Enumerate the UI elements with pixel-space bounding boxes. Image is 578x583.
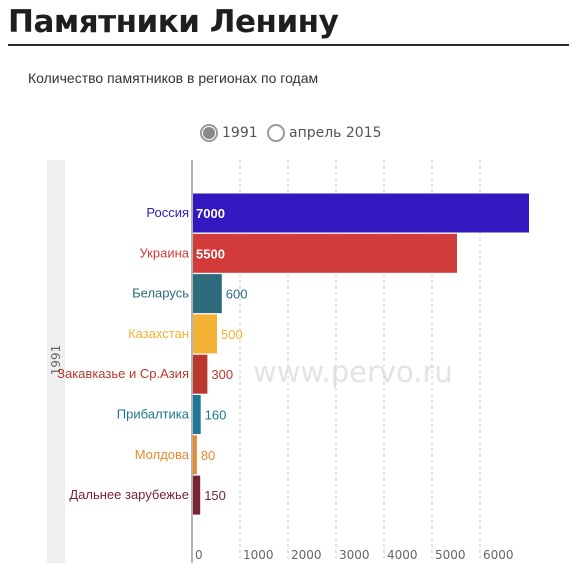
bar [193, 274, 222, 314]
category-label: Дальнее зарубежье [69, 487, 189, 502]
bar [193, 435, 197, 475]
bar-value-label: 600 [226, 287, 248, 302]
bar [193, 354, 208, 394]
bar [193, 395, 201, 434]
category-label: Закавказье и Ср.Азия [57, 366, 189, 381]
bar-value-label: 80 [201, 448, 215, 463]
x-tick-label: 4000 [387, 548, 418, 562]
title-divider [8, 44, 569, 46]
year-option-1991[interactable]: 1991 [200, 124, 258, 142]
x-tick-label: 3000 [339, 548, 370, 562]
bar [193, 475, 201, 515]
year-option-label: апрель 2015 [289, 125, 382, 141]
bar-value-label: 300 [211, 367, 233, 382]
bar-value-label: 500 [221, 327, 243, 342]
category-label: Молдова [135, 447, 190, 462]
bar-value-label: 150 [204, 488, 226, 503]
watermark: www.pervo.ru [253, 355, 453, 389]
page-title: Памятники Ленину [8, 4, 339, 40]
x-tick-label: 0 [195, 548, 203, 562]
category-label: Прибалтика [117, 407, 190, 422]
year-panel-band [47, 160, 65, 563]
bar-value-label: 7000 [196, 206, 225, 221]
x-tick-label: 6000 [483, 548, 514, 562]
year-option-2015[interactable]: апрель 2015 [267, 124, 382, 142]
year-option-label: 1991 [222, 125, 258, 141]
x-tick-label: 5000 [435, 548, 466, 562]
bar-value-label: 5500 [196, 246, 225, 261]
category-label: Казахстан [128, 326, 189, 341]
bar [193, 233, 457, 273]
bar [193, 193, 529, 233]
x-tick-label: 1000 [243, 548, 274, 562]
bar [193, 314, 217, 354]
bar-value-label: 160 [205, 408, 227, 423]
radio-selected-icon[interactable] [200, 124, 218, 142]
x-tick-label: 2000 [291, 548, 322, 562]
radio-unselected-icon[interactable] [267, 124, 285, 142]
chart-subtitle: Количество памятников в регионах по года… [28, 70, 319, 86]
category-label: Беларусь [132, 286, 189, 301]
category-label: Украина [140, 245, 190, 260]
category-label: Россия [146, 205, 189, 220]
